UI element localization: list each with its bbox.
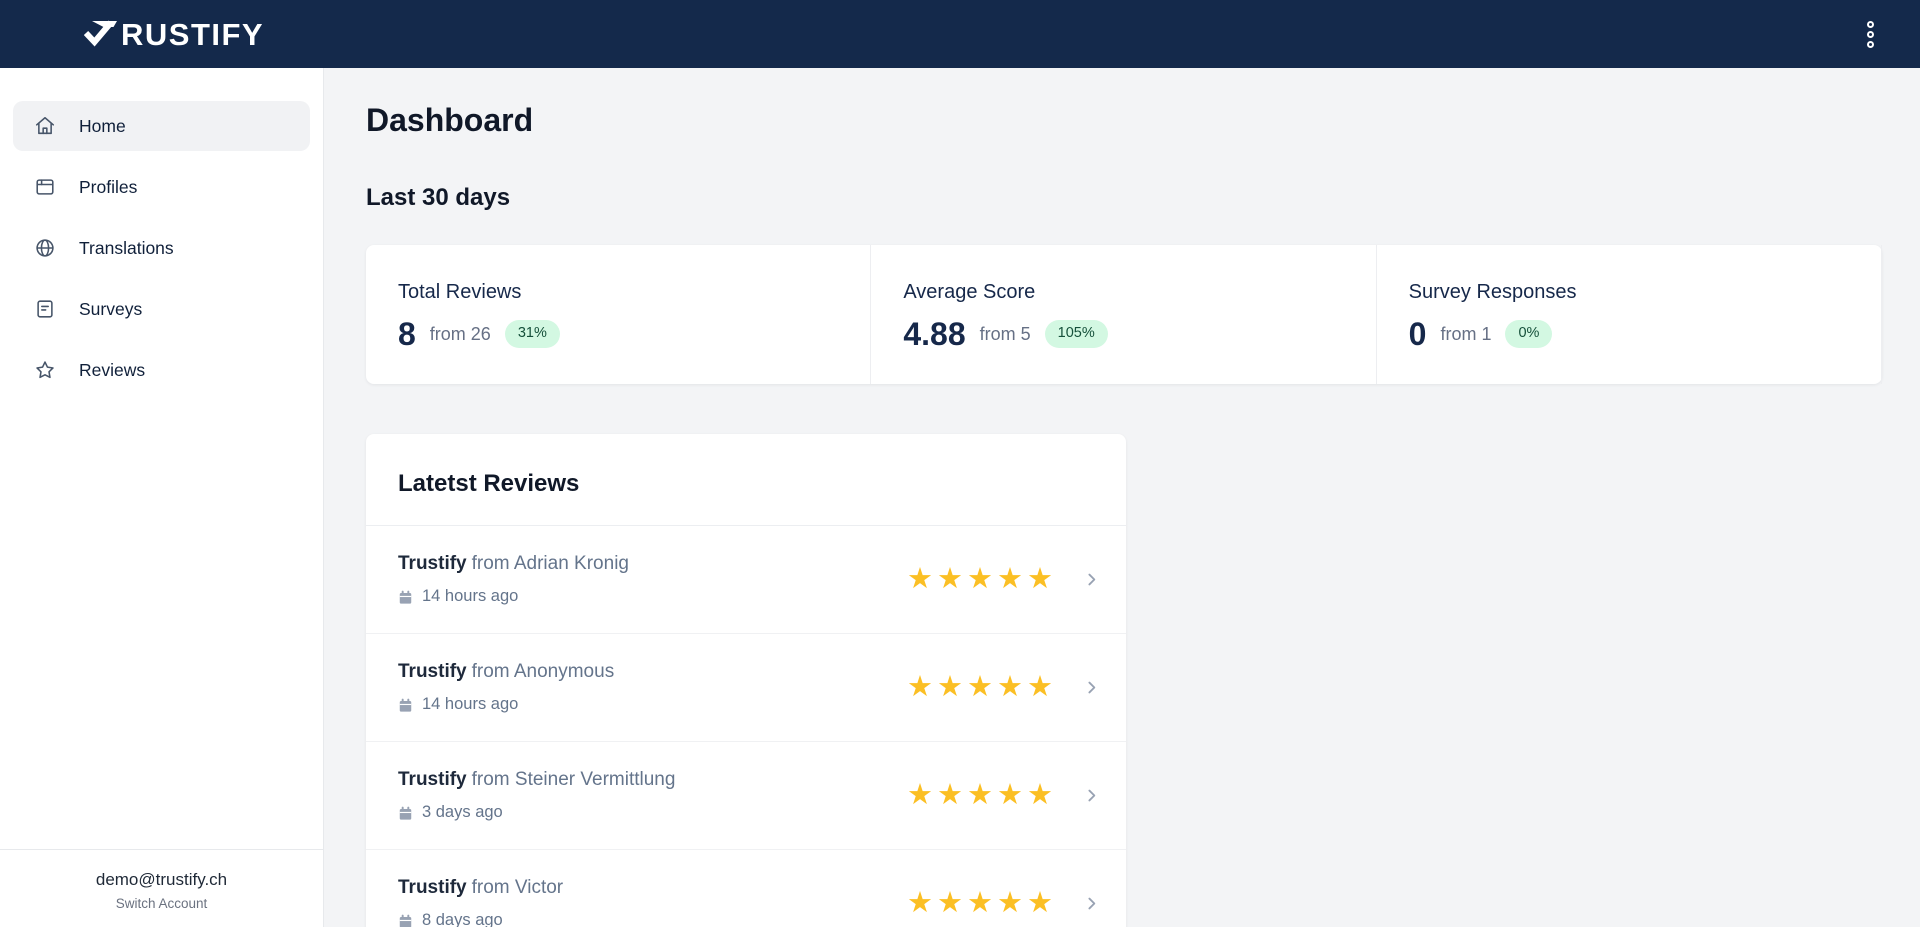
stats-row: Total Reviews 8 from 26 31% Average Scor… xyxy=(366,245,1882,384)
reviews-list: Trustify from Adrian Kronig 14 hours ago … xyxy=(366,526,1126,927)
sidebar-item-label: Surveys xyxy=(79,298,143,319)
profiles-icon xyxy=(34,176,56,198)
surveys-icon xyxy=(34,298,56,320)
review-timestamp: 14 hours ago xyxy=(422,587,519,605)
star-rating: ★★★★★ xyxy=(907,779,1057,811)
chevron-right-icon xyxy=(1083,679,1100,696)
star-rating: ★★★★★ xyxy=(907,671,1057,703)
review-row[interactable]: Trustify from Anonymous 14 hours ago ★★★★… xyxy=(366,634,1126,742)
app-shell: Home Profiles Translations Surveys xyxy=(0,68,1920,927)
star-rating: ★★★★★ xyxy=(907,887,1057,919)
calendar-icon xyxy=(398,697,413,713)
page-title: Dashboard xyxy=(366,102,534,138)
sidebar-item-translations[interactable]: Translations xyxy=(13,223,310,273)
calendar-icon xyxy=(398,589,413,605)
stat-card: Average Score 4.88 from 5 105% xyxy=(871,245,1377,384)
logo-text: RUSTIFY xyxy=(121,16,265,52)
stat-badge: 105% xyxy=(1044,320,1108,348)
reviews-card: Latetst Reviews Trustify from Adrian Kron… xyxy=(366,434,1126,927)
review-source: Trustify xyxy=(398,877,467,898)
review-from: from Adrian Kronig xyxy=(471,553,629,574)
stat-value: 8 xyxy=(398,316,416,352)
review-from: from Steiner Vermittlung xyxy=(471,769,676,790)
stat-value: 4.88 xyxy=(903,316,966,352)
sidebar-item-label: Reviews xyxy=(79,359,146,380)
account-section: demo@trustify.ch Switch Account xyxy=(0,849,323,927)
account-email: demo@trustify.ch xyxy=(95,870,228,889)
stat-from: from 5 xyxy=(979,323,1031,344)
stat-badge: 0% xyxy=(1505,320,1553,348)
sidebar-item-surveys[interactable]: Surveys xyxy=(13,284,310,334)
stat-from: from 1 xyxy=(1440,323,1492,344)
chevron-right-icon xyxy=(1083,571,1100,588)
sidebar-item-reviews[interactable]: Reviews xyxy=(13,345,310,395)
review-timestamp: 14 hours ago xyxy=(422,695,519,713)
star-rating: ★★★★★ xyxy=(907,563,1057,595)
translations-icon xyxy=(34,237,56,259)
review-source: Trustify xyxy=(398,769,467,790)
sidebar-item-label: Translations xyxy=(79,237,174,258)
stat-badge: 31% xyxy=(504,320,560,348)
topbar: RUSTIFY xyxy=(0,0,1920,68)
sidebar: Home Profiles Translations Surveys xyxy=(0,68,324,927)
stat-value: 0 xyxy=(1408,316,1427,352)
stat-label: Average Score xyxy=(903,281,1036,303)
review-row[interactable]: Trustify from Steiner Vermittlung 3 days … xyxy=(366,742,1126,850)
calendar-icon xyxy=(398,805,413,821)
review-row[interactable]: Trustify from Victor 8 days ago ★★★★★ xyxy=(366,850,1126,927)
kebab-menu-button[interactable] xyxy=(1861,15,1880,54)
reviews-title: Latetst Reviews xyxy=(398,470,580,497)
calendar-icon xyxy=(398,913,413,927)
chevron-right-icon xyxy=(1083,787,1100,804)
page-subtitle: Last 30 days xyxy=(366,184,511,211)
review-source: Trustify xyxy=(398,553,467,574)
stat-from: from 26 xyxy=(429,323,491,344)
review-from: from Victor xyxy=(471,877,564,898)
review-source: Trustify xyxy=(398,661,467,682)
sidebar-nav: Home Profiles Translations Surveys xyxy=(13,101,310,406)
trustify-logo: RUSTIFY xyxy=(84,18,264,50)
review-timestamp: 3 days ago xyxy=(422,803,503,821)
sidebar-item-label: Profiles xyxy=(79,176,138,197)
stat-label: Total Reviews xyxy=(398,281,522,303)
kebab-menu-icon xyxy=(1867,20,1874,28)
chevron-right-icon xyxy=(1083,895,1100,912)
reviews-icon xyxy=(34,359,56,381)
stat-label: Survey Responses xyxy=(1408,281,1577,303)
switch-account-link[interactable]: Switch Account xyxy=(115,896,208,911)
sidebar-item-home[interactable]: Home xyxy=(13,101,310,151)
review-from: from Anonymous xyxy=(471,661,615,682)
stat-card: Total Reviews 8 from 26 31% xyxy=(366,245,872,384)
sidebar-item-profiles[interactable]: Profiles xyxy=(13,162,310,212)
home-icon xyxy=(34,115,56,137)
review-row[interactable]: Trustify from Adrian Kronig 14 hours ago … xyxy=(366,526,1126,634)
review-timestamp: 8 days ago xyxy=(422,911,503,927)
logo-check-icon xyxy=(84,18,118,50)
reviews-header: Latetst Reviews xyxy=(366,434,1126,526)
sidebar-item-label: Home xyxy=(79,115,126,136)
main-content: Dashboard Last 30 days Total Reviews 8 f… xyxy=(324,68,1920,927)
stat-card: Survey Responses 0 from 1 0% xyxy=(1377,245,1882,384)
